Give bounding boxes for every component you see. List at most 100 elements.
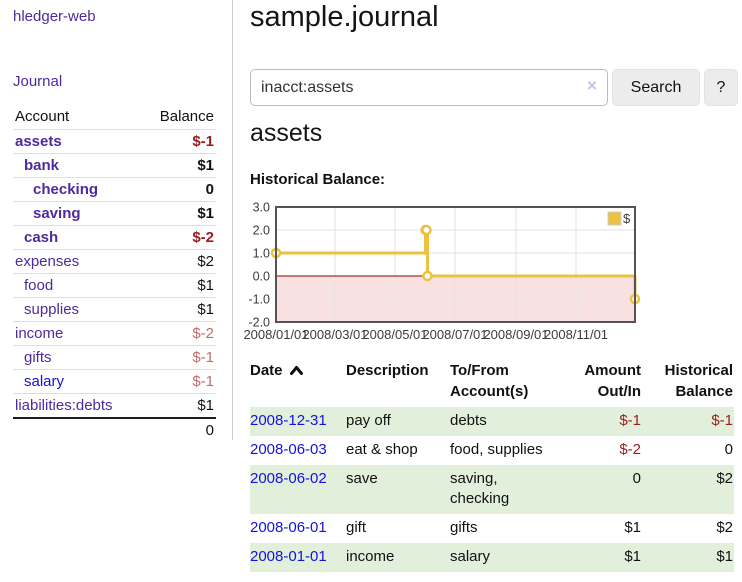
- account-row: expenses $2: [13, 249, 216, 274]
- transaction-description: save: [346, 469, 378, 487]
- data-point: [421, 224, 432, 236]
- account-cell: food: [13, 273, 143, 298]
- transaction-date-link[interactable]: 2008-06-03: [250, 441, 327, 459]
- account-row: food $1: [13, 273, 216, 298]
- account-cell: expenses: [13, 249, 143, 274]
- account-balance: $-2: [142, 321, 216, 346]
- y-axis-tick-label: -2.0: [248, 316, 270, 330]
- date-column-header[interactable]: Date: [250, 358, 346, 407]
- page-title: sample.journal: [250, 1, 439, 33]
- transaction-date-link[interactable]: 2008-01-01: [250, 547, 327, 565]
- app-title-link[interactable]: hledger-web: [13, 8, 96, 25]
- transaction-accounts: debts: [450, 412, 487, 430]
- balance-column-header: Balance: [159, 108, 214, 125]
- data-point: [422, 270, 433, 282]
- plot-border: [275, 206, 636, 323]
- account-link[interactable]: gifts: [24, 349, 52, 366]
- account-row: income $-2: [13, 321, 216, 346]
- account-link[interactable]: food: [24, 277, 54, 294]
- transaction-amount: $1: [624, 547, 641, 565]
- description-column-header: Description: [346, 362, 429, 379]
- account-cell: income: [13, 321, 143, 346]
- search-button[interactable]: Search: [612, 69, 700, 106]
- sidebar: hledger-web Journal Account Balance asse…: [0, 0, 233, 442]
- search-input[interactable]: [250, 69, 608, 106]
- transaction-accounts: gifts: [450, 519, 478, 537]
- transaction-description: gift: [346, 519, 367, 537]
- transaction-accounts: saving, checking: [450, 469, 510, 508]
- transaction-date-cell: 2008-01-01: [250, 543, 346, 572]
- account-heading: assets: [250, 119, 323, 147]
- clear-search-icon[interactable]: ×: [587, 76, 597, 95]
- account-link[interactable]: income: [15, 325, 64, 342]
- account-balance: $2: [142, 249, 216, 274]
- transaction-amount: $1: [624, 519, 641, 537]
- account-row: supplies $1: [13, 297, 216, 322]
- account-link[interactable]: liabilities:debts: [15, 397, 113, 414]
- transaction-balance: $1: [716, 547, 733, 565]
- transaction-date-cell: 2008-06-02: [250, 465, 346, 514]
- help-button[interactable]: ?: [704, 69, 738, 106]
- y-axis-tick-label: -1.0: [248, 293, 270, 307]
- register-row: 2008-06-01 gift gifts $1 $2: [250, 514, 734, 543]
- register-row: 2008-12-31 pay off debts $-1 $-1: [250, 407, 734, 437]
- account-cell: salary: [13, 369, 143, 394]
- transaction-balance: $2: [716, 519, 733, 537]
- account-balance: $-1: [142, 129, 216, 154]
- account-cell: cash: [13, 225, 143, 250]
- account-balance: $-2: [142, 225, 216, 250]
- account-cell: assets: [13, 129, 143, 154]
- account-balance: $1: [142, 201, 216, 226]
- x-axis-tick-label: 2008/05/01: [362, 327, 427, 342]
- account-row: gifts $-1: [13, 345, 216, 370]
- account-balance: $-1: [142, 345, 216, 370]
- register-row: 2008-01-01 income salary $1 $1: [250, 542, 734, 572]
- account-link[interactable]: bank: [24, 157, 60, 174]
- account-link[interactable]: checking: [33, 181, 99, 198]
- account-balance: $1: [142, 153, 216, 178]
- register-table: Date Description To/From Account(s) Amou…: [250, 358, 734, 572]
- sidebar-item-journal[interactable]: Journal: [13, 73, 63, 90]
- account-row: assets $-1: [13, 129, 216, 154]
- chart-title: Historical Balance:: [250, 171, 386, 188]
- transaction-amount: $-2: [619, 441, 641, 459]
- transaction-amount: $-1: [619, 412, 641, 430]
- legend-swatch: [607, 211, 622, 226]
- account-cell: liabilities:debts: [13, 393, 143, 418]
- y-axis-tick-label: 0.0: [253, 270, 270, 284]
- account-link[interactable]: cash: [24, 229, 59, 246]
- transaction-date-cell: 2008-06-01: [250, 514, 346, 543]
- account-cell: checking: [13, 177, 143, 202]
- transaction-date-cell: 2008-12-31: [250, 407, 346, 436]
- account-tree-body: assets $-1 bank $1 checking 0 saving $1 cash $-2 e…: [13, 129, 216, 442]
- transaction-balance: $-1: [711, 412, 733, 430]
- account-link[interactable]: expenses: [15, 253, 80, 270]
- transaction-description: pay off: [346, 412, 391, 430]
- transaction-date-link[interactable]: 2008-12-31: [250, 412, 327, 430]
- account-balance: $1: [142, 393, 216, 418]
- y-axis-tick-label: 1.0: [253, 247, 270, 261]
- account-link[interactable]: salary: [24, 373, 65, 390]
- register-row: 2008-06-03 eat & shop food, supplies $-2 0: [250, 436, 734, 465]
- account-link[interactable]: assets: [15, 133, 62, 150]
- transaction-description: income: [346, 547, 395, 565]
- account-row: salary $-1: [13, 369, 216, 394]
- amount-column-header: Amount Out/In: [584, 362, 641, 400]
- sort-ascending-icon: [289, 366, 303, 375]
- account-row: saving $1: [13, 201, 216, 226]
- account-balance: $-1: [142, 369, 216, 394]
- accounts-column-header: To/From Account(s): [450, 362, 529, 400]
- x-axis-tick-label: 2008/07/01: [422, 327, 487, 342]
- transaction-accounts: food, supplies: [450, 441, 543, 459]
- account-balance: $1: [142, 297, 216, 322]
- x-axis-tick-label: 2008/11/01: [544, 327, 608, 342]
- transaction-balance: $2: [716, 469, 733, 487]
- transaction-date-link[interactable]: 2008-06-01: [250, 519, 327, 537]
- account-link[interactable]: saving: [33, 205, 81, 222]
- transaction-balance: 0: [724, 441, 733, 459]
- x-axis-tick-label: 2008/01/01: [243, 327, 308, 342]
- y-axis-tick-label: 3.0: [253, 201, 270, 215]
- transaction-date-link[interactable]: 2008-06-02: [250, 469, 327, 487]
- account-link[interactable]: supplies: [24, 301, 80, 318]
